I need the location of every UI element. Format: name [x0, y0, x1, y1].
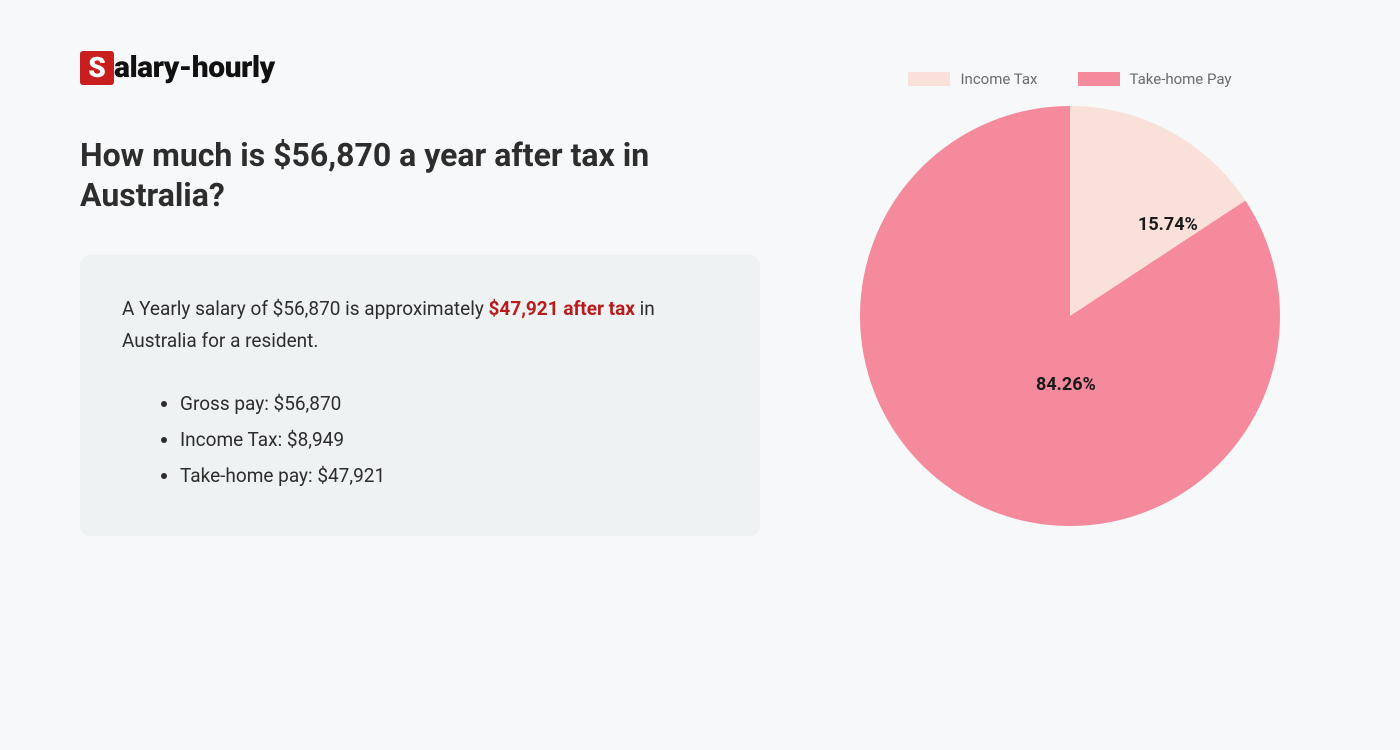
left-column: Salary-hourly How much is $56,870 a year… [80, 40, 760, 536]
pie-chart: 15.74% 84.26% [860, 106, 1280, 526]
page-container: Salary-hourly How much is $56,870 a year… [0, 0, 1400, 576]
brand-logo: Salary-hourly [80, 50, 760, 85]
legend-item-income-tax: Income Tax [908, 70, 1037, 88]
slice-label-take-home: 84.26% [1036, 374, 1096, 395]
breakdown-list: Gross pay: $56,870 Income Tax: $8,949 Ta… [122, 386, 718, 494]
list-item: Income Tax: $8,949 [180, 422, 718, 458]
summary-text: A Yearly salary of $56,870 is approximat… [122, 293, 718, 358]
chart-column: Income Tax Take-home Pay 15.74% 84.26% [820, 40, 1320, 536]
page-title: How much is $56,870 a year after tax in … [80, 135, 760, 215]
legend-label: Take-home Pay [1130, 70, 1232, 88]
legend-item-take-home: Take-home Pay [1078, 70, 1232, 88]
list-item: Take-home pay: $47,921 [180, 458, 718, 494]
logo-badge: S [80, 51, 114, 85]
legend-swatch [908, 72, 950, 86]
summary-highlight: $47,921 after tax [489, 297, 635, 320]
summary-pre: A Yearly salary of $56,870 is approximat… [122, 297, 489, 320]
list-item: Gross pay: $56,870 [180, 386, 718, 422]
chart-legend: Income Tax Take-home Pay [908, 70, 1231, 88]
legend-label: Income Tax [960, 70, 1037, 88]
legend-swatch [1078, 72, 1120, 86]
pie-graphic [860, 106, 1280, 526]
logo-text: alary-hourly [114, 50, 275, 85]
slice-label-income-tax: 15.74% [1138, 214, 1198, 235]
summary-card: A Yearly salary of $56,870 is approximat… [80, 255, 760, 536]
